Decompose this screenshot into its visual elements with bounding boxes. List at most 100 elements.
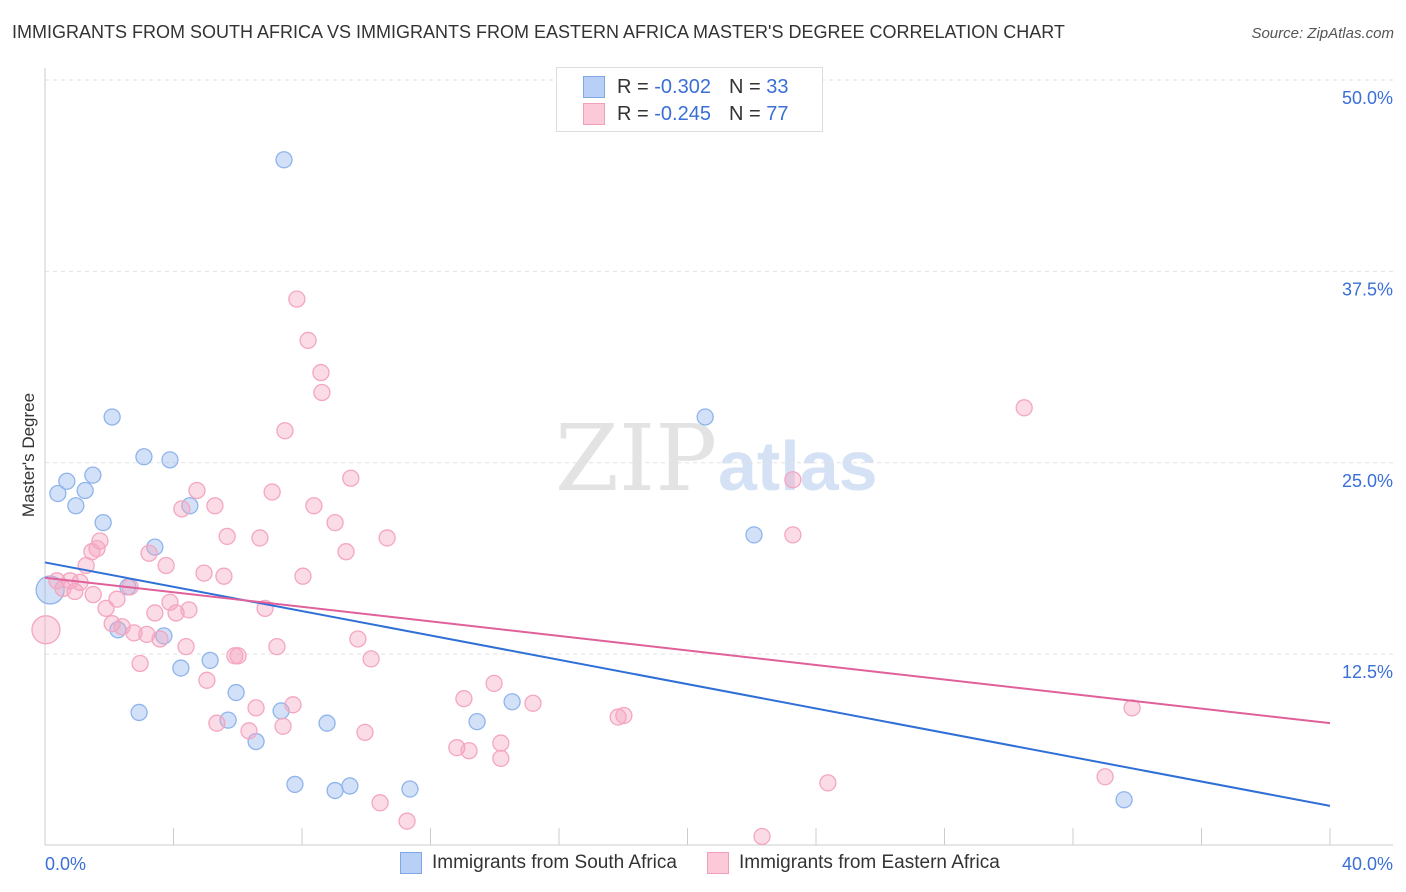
- point-eastern-africa: [276, 422, 294, 440]
- x-tick-label: 40.0%: [1342, 854, 1393, 874]
- point-south-africa: [401, 780, 419, 798]
- chart-title: IMMIGRANTS FROM SOUTH AFRICA VS IMMIGRAN…: [12, 22, 1065, 42]
- legend-swatch-pink: [706, 852, 729, 874]
- point-eastern-africa: [299, 331, 317, 350]
- point-eastern-africa: [312, 363, 330, 382]
- r-label: R =: [617, 102, 649, 125]
- point-south-africa: [503, 693, 521, 711]
- point-eastern-africa: [784, 471, 802, 489]
- series-legend: Immigrants from South Africa Immigrants …: [400, 852, 1000, 874]
- point-south-africa: [201, 651, 219, 670]
- point-eastern-africa: [198, 671, 216, 689]
- point-eastern-africa: [84, 585, 102, 604]
- point-eastern-africa: [485, 674, 503, 693]
- point-eastern-africa: [294, 567, 312, 585]
- point-eastern-africa: [195, 564, 213, 582]
- point-south-africa: [341, 777, 359, 795]
- point-south-africa: [103, 408, 121, 426]
- watermark: ZIP: [555, 405, 717, 512]
- point-eastern-africa: [784, 526, 802, 544]
- point-south-africa: [286, 775, 304, 794]
- point-eastern-africa: [615, 706, 633, 725]
- point-eastern-africa: [398, 812, 416, 830]
- point-eastern-africa: [180, 601, 198, 619]
- point-eastern-africa: [151, 630, 169, 648]
- point-eastern-africa: [263, 483, 281, 501]
- y-tick-label: 50.0%: [1342, 88, 1393, 108]
- point-eastern-africa: [1096, 768, 1114, 786]
- point-eastern-africa: [274, 717, 292, 735]
- point-eastern-africa: [362, 650, 380, 668]
- n-label: N =: [728, 102, 761, 125]
- n-value: 33: [766, 75, 789, 98]
- point-south-africa: [1115, 791, 1133, 809]
- legend-label: Immigrants from Eastern Africa: [738, 852, 1000, 873]
- point-eastern-africa: [215, 567, 233, 585]
- point-south-africa: [227, 683, 245, 702]
- point-south-africa: [326, 781, 344, 800]
- point-eastern-africa: [247, 699, 265, 717]
- point-eastern-africa: [356, 723, 374, 742]
- point-eastern-africa: [140, 544, 158, 562]
- point-eastern-africa: [125, 624, 143, 642]
- point-eastern-africa: [305, 497, 323, 515]
- point-eastern-africa: [371, 794, 389, 812]
- point-eastern-africa: [31, 615, 61, 645]
- point-eastern-africa: [455, 690, 473, 708]
- legend-label: Immigrants from South Africa: [432, 852, 677, 873]
- point-south-africa: [468, 712, 486, 731]
- point-eastern-africa: [349, 630, 367, 648]
- point-eastern-africa: [1015, 399, 1033, 417]
- legend-row-south-africa: R = -0.302 N = 33: [583, 74, 788, 100]
- point-south-africa: [172, 659, 190, 677]
- point-eastern-africa: [138, 625, 156, 644]
- legend-row-eastern-africa: R = -0.245 N = 77: [583, 101, 788, 127]
- r-label: R =: [617, 75, 649, 98]
- stats-legend: R = -0.302 N = 33 R = -0.245 N = 77: [556, 67, 823, 132]
- point-south-africa: [275, 151, 293, 169]
- point-south-africa: [58, 472, 76, 490]
- n-value: 77: [766, 102, 789, 125]
- point-eastern-africa: [103, 615, 121, 633]
- point-eastern-africa: [337, 543, 355, 561]
- legend-swatch-blue: [400, 852, 422, 874]
- point-eastern-africa: [251, 529, 269, 547]
- trend-line-eastern-africa: [44, 576, 1331, 725]
- point-south-africa: [94, 513, 112, 532]
- legend-item-south-africa: Immigrants from South Africa: [400, 852, 677, 874]
- point-eastern-africa: [460, 742, 478, 760]
- point-eastern-africa: [146, 604, 164, 622]
- watermark: atlas: [718, 427, 878, 505]
- point-eastern-africa: [378, 529, 396, 547]
- point-eastern-africa: [326, 513, 344, 532]
- legend-swatch-pink: [583, 103, 605, 125]
- point-eastern-africa: [492, 734, 510, 752]
- point-eastern-africa: [342, 469, 360, 487]
- point-eastern-africa: [208, 714, 226, 732]
- point-eastern-africa: [157, 556, 175, 575]
- trend-line-south-africa: [44, 561, 1331, 807]
- point-eastern-africa: [229, 647, 247, 665]
- point-south-africa: [49, 484, 67, 503]
- y-tick-label: 37.5%: [1342, 279, 1393, 299]
- point-eastern-africa: [218, 527, 236, 546]
- point-south-africa: [161, 451, 179, 469]
- point-south-africa: [76, 481, 94, 500]
- point-south-africa: [696, 408, 714, 426]
- point-eastern-africa: [177, 637, 195, 656]
- point-south-africa: [135, 448, 153, 466]
- point-eastern-africa: [173, 500, 191, 518]
- point-eastern-africa: [492, 749, 510, 768]
- point-eastern-africa: [161, 593, 179, 611]
- legend-item-eastern-africa: Immigrants from Eastern Africa: [706, 852, 1000, 874]
- point-eastern-africa: [167, 604, 185, 622]
- point-south-africa: [745, 526, 763, 544]
- point-eastern-africa: [609, 708, 627, 726]
- r-value: -0.302: [654, 75, 711, 98]
- point-south-africa: [67, 497, 85, 515]
- point-eastern-africa: [188, 481, 206, 500]
- point-south-africa: [219, 711, 237, 729]
- y-axis-label: Master's Degree: [19, 393, 38, 517]
